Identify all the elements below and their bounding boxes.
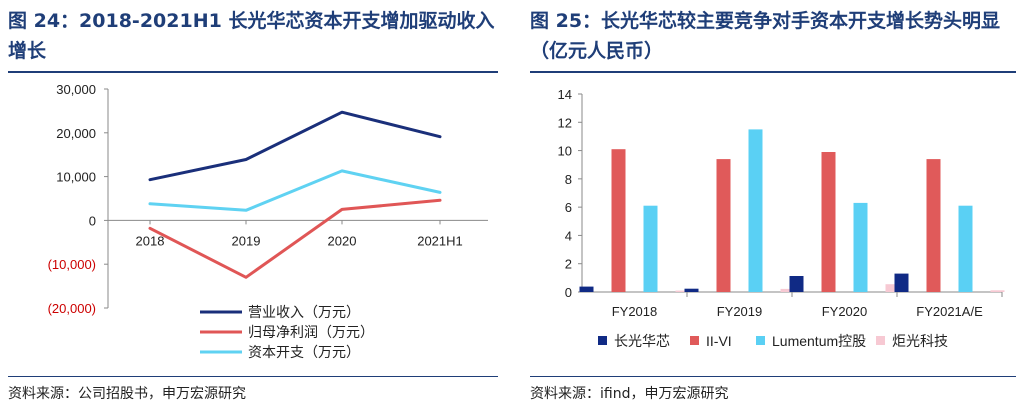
legend-label-2: II-VI — [706, 333, 732, 349]
bar-3 — [643, 205, 658, 292]
x-tick-label: 2020 — [328, 233, 357, 248]
bar-2 — [611, 149, 626, 292]
legend-label-1: 营业收入（万元） — [248, 304, 360, 320]
bar-1 — [579, 286, 594, 292]
right-title-rule — [530, 71, 1016, 73]
y-tick-label: 6 — [565, 200, 572, 215]
y-tick-label: 4 — [565, 228, 572, 243]
bar-2 — [716, 159, 731, 292]
bar-3 — [748, 129, 763, 292]
y-tick-label: 10,000 — [56, 170, 96, 185]
bar-4 — [885, 284, 900, 292]
series-line-2 — [148, 198, 442, 279]
legend-label-3: 资本开支（万元） — [248, 344, 360, 360]
x-tick-label: FY2020 — [822, 304, 868, 319]
bar-chart: 0 2 4 6 8 10 12 14 FY2018 FY2019 FY2020 FY2021A/E 长光… — [558, 87, 1005, 349]
left-title-rule — [8, 71, 498, 73]
left-source-note: 资料来源：公司招股书，申万宏源研究 — [8, 386, 246, 402]
legend-label-4: 炬光科技 — [892, 333, 948, 349]
x-tick-label: FY2021A/E — [916, 304, 983, 319]
y-tick-label: 0 — [565, 285, 572, 300]
bar-4 — [780, 288, 795, 292]
legend-swatch-2 — [690, 336, 699, 345]
x-tick-label: 2021H1 — [417, 233, 463, 248]
bar-4 — [990, 290, 1005, 292]
right-figure-panel: 图 25：长光华芯较主要竞争对手资本开支增长势头明显（亿元人民币） 0 2 4 6 8 1… — [530, 0, 1016, 416]
bar-2 — [926, 159, 941, 292]
left-figure-title: 图 24：2018-2021H1 长光华芯资本开支增加驱动收入增长 — [8, 10, 495, 62]
legend-swatch-4 — [876, 336, 885, 345]
bar-3 — [853, 202, 868, 292]
bar-2 — [821, 152, 836, 292]
y-tick-label: 20,000 — [56, 126, 96, 141]
y-tick-label: 12 — [558, 115, 572, 130]
legend-swatch-3 — [756, 336, 765, 345]
y-tick-label: 8 — [565, 172, 572, 187]
x-tick-label: FY2018 — [612, 304, 658, 319]
line-chart: 30,000 20,000 10,000 0 (10,000) (20,000) 2018 2… — [48, 82, 488, 360]
x-tick-label: 2019 — [232, 233, 261, 248]
right-figure-title: 图 25：长光华芯较主要竞争对手资本开支增长势头明显（亿元人民币） — [530, 10, 1001, 62]
x-tick-label: 2018 — [136, 233, 165, 248]
y-tick-label: 14 — [558, 87, 572, 102]
bar-1 — [894, 273, 909, 292]
bar-4 — [675, 290, 690, 292]
y-tick-label: 30,000 — [56, 82, 96, 97]
series-line-3 — [148, 169, 442, 212]
bar-3 — [958, 205, 973, 292]
y-tick-label: 0 — [89, 213, 96, 228]
legend-swatch-1 — [598, 336, 607, 345]
y-tick-label: (10,000) — [48, 257, 96, 272]
left-figure-panel: 图 24：2018-2021H1 长光华芯资本开支增加驱动收入增长 30,000… — [8, 0, 498, 416]
y-tick-label: (20,000) — [48, 301, 96, 316]
series-line-1 — [148, 110, 442, 182]
bar-1 — [684, 288, 699, 292]
right-source-rule — [530, 376, 1016, 377]
bar-1 — [789, 276, 804, 292]
y-tick-label: 10 — [558, 144, 572, 159]
legend-label-2: 归母净利润（万元） — [248, 324, 374, 340]
legend-label-3: Lumentum控股 — [772, 333, 866, 349]
right-source-note: 资料来源：ifind，申万宏源研究 — [530, 386, 729, 402]
y-tick-label: 2 — [565, 257, 572, 272]
x-tick-label: FY2019 — [717, 304, 763, 319]
left-source-rule — [8, 376, 498, 377]
legend-label-1: 长光华芯 — [614, 333, 670, 349]
